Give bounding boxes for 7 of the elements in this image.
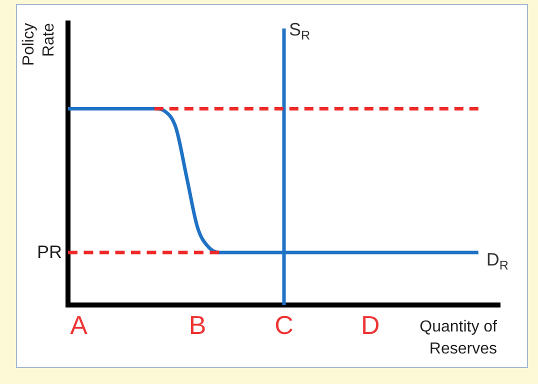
text: PR bbox=[36, 242, 62, 262]
x-tick-label: D bbox=[361, 310, 380, 340]
y-axis-title: Policy Rate bbox=[20, 22, 58, 66]
x-tick-label: A bbox=[70, 310, 88, 340]
x-axis-title: Quantity of Reserves bbox=[420, 318, 498, 358]
x-tick-label: C bbox=[274, 310, 294, 340]
x-tick-label: B bbox=[188, 310, 206, 340]
